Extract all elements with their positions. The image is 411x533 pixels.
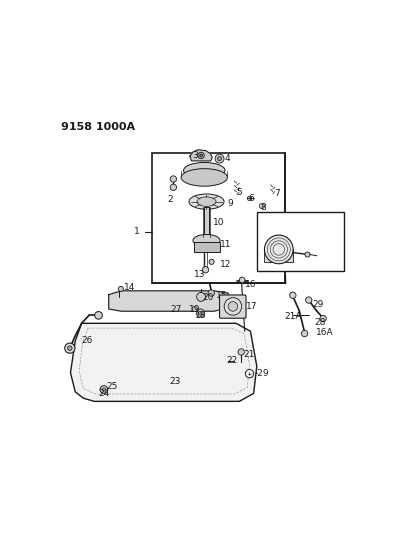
Ellipse shape bbox=[184, 163, 225, 179]
Text: 20: 20 bbox=[203, 293, 214, 302]
Circle shape bbox=[199, 311, 202, 315]
Circle shape bbox=[170, 176, 177, 182]
Bar bbox=[152, 153, 286, 284]
Circle shape bbox=[196, 293, 206, 301]
Text: 30: 30 bbox=[283, 236, 295, 244]
Circle shape bbox=[200, 154, 202, 157]
Text: 18: 18 bbox=[195, 311, 206, 320]
Ellipse shape bbox=[264, 235, 293, 264]
Circle shape bbox=[239, 277, 245, 283]
Text: 13: 13 bbox=[194, 270, 206, 279]
Ellipse shape bbox=[197, 197, 216, 206]
Circle shape bbox=[320, 316, 326, 322]
Text: 1: 1 bbox=[134, 227, 140, 236]
Text: 12: 12 bbox=[219, 260, 231, 269]
Circle shape bbox=[202, 266, 209, 273]
Ellipse shape bbox=[193, 235, 220, 247]
Text: 14: 14 bbox=[124, 283, 135, 292]
Text: 15: 15 bbox=[216, 291, 228, 300]
Text: 16: 16 bbox=[245, 280, 256, 289]
Circle shape bbox=[305, 297, 312, 303]
Text: 21: 21 bbox=[244, 350, 255, 359]
Circle shape bbox=[290, 292, 296, 298]
Bar bbox=[257, 212, 344, 271]
Text: 3: 3 bbox=[192, 151, 198, 159]
Text: 24: 24 bbox=[99, 389, 110, 398]
Text: 4: 4 bbox=[225, 154, 231, 163]
Circle shape bbox=[196, 309, 205, 317]
Text: 10: 10 bbox=[213, 217, 225, 227]
Circle shape bbox=[208, 290, 215, 296]
Circle shape bbox=[245, 369, 254, 378]
Circle shape bbox=[118, 286, 123, 292]
Bar bbox=[204, 207, 209, 237]
Ellipse shape bbox=[181, 168, 227, 186]
Text: 2: 2 bbox=[167, 195, 173, 204]
Text: 23: 23 bbox=[169, 377, 180, 386]
Circle shape bbox=[100, 386, 108, 393]
Circle shape bbox=[198, 152, 204, 159]
Bar bbox=[264, 249, 293, 262]
Polygon shape bbox=[71, 324, 257, 401]
Text: 22: 22 bbox=[226, 357, 238, 366]
Text: 25: 25 bbox=[106, 382, 118, 391]
Text: 29: 29 bbox=[312, 300, 323, 309]
Circle shape bbox=[305, 252, 310, 257]
Ellipse shape bbox=[189, 194, 224, 209]
Text: 16A: 16A bbox=[316, 328, 333, 337]
Circle shape bbox=[102, 388, 106, 391]
Text: 11: 11 bbox=[219, 240, 231, 249]
Text: 19: 19 bbox=[189, 305, 201, 314]
Circle shape bbox=[192, 306, 197, 311]
Polygon shape bbox=[109, 291, 228, 311]
Text: 9158 1000A: 9158 1000A bbox=[61, 122, 135, 132]
Circle shape bbox=[209, 259, 214, 264]
Ellipse shape bbox=[224, 297, 242, 315]
Circle shape bbox=[170, 184, 177, 190]
Circle shape bbox=[215, 154, 224, 163]
Polygon shape bbox=[190, 150, 212, 161]
Text: 7: 7 bbox=[275, 189, 280, 198]
Text: 27: 27 bbox=[171, 305, 182, 314]
Text: 28: 28 bbox=[314, 318, 326, 327]
Text: 9: 9 bbox=[227, 199, 233, 208]
Circle shape bbox=[95, 311, 102, 319]
Circle shape bbox=[259, 204, 264, 208]
Text: 6: 6 bbox=[248, 194, 254, 203]
Text: -29: -29 bbox=[254, 369, 269, 378]
Text: 26: 26 bbox=[82, 336, 93, 345]
Text: 21A: 21A bbox=[284, 312, 301, 321]
Circle shape bbox=[301, 330, 308, 337]
Circle shape bbox=[68, 346, 72, 350]
Text: 17: 17 bbox=[246, 302, 257, 311]
Text: 8: 8 bbox=[260, 203, 266, 212]
Circle shape bbox=[238, 349, 245, 355]
Text: 31: 31 bbox=[309, 245, 320, 254]
Circle shape bbox=[247, 196, 252, 201]
Polygon shape bbox=[284, 229, 286, 284]
FancyBboxPatch shape bbox=[219, 295, 246, 318]
Circle shape bbox=[218, 157, 222, 160]
Circle shape bbox=[65, 343, 75, 353]
Text: 5: 5 bbox=[237, 188, 242, 197]
Bar bbox=[194, 242, 219, 252]
Ellipse shape bbox=[228, 302, 238, 311]
